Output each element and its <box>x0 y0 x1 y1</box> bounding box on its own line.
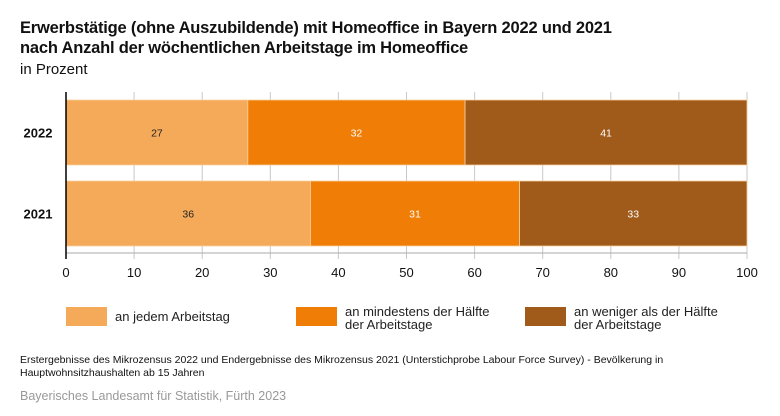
x-tick-label-60: 60 <box>467 265 481 280</box>
category-label-2022: 2022 <box>24 126 53 141</box>
bar-2021-series-1 <box>65 180 311 247</box>
stacked-bar-chart: 27 32 41 2022 36 31 33 2021 0 10 20 30 40 50 60 70 80 90 1… <box>24 92 758 280</box>
legend-item-at-least-half: an mindestens der Hälfte der Arbeitstage <box>296 305 490 331</box>
legend-swatch-at-least-half <box>296 307 337 326</box>
credit-note: Bayerisches Landesamt für Statistik, Für… <box>20 389 287 403</box>
x-tick-label-40: 40 <box>331 265 345 280</box>
legend-item-every-day: an jedem Arbeitstag <box>66 305 230 326</box>
bar-2022-series-1 <box>65 99 249 166</box>
chart-subtitle: in Prozent <box>20 61 88 78</box>
x-tick-label-90: 90 <box>672 265 686 280</box>
data-label-2022-series-2: 32 <box>351 128 363 140</box>
data-label-2021-series-2: 31 <box>409 209 421 221</box>
category-label-2021: 2021 <box>24 207 53 222</box>
data-label-2022-series-1: 27 <box>151 128 163 140</box>
chart-title-line-1: Erwerbstätige (ohne Auszubildende) mit H… <box>20 19 612 37</box>
data-label-2022-series-3: 41 <box>600 128 612 140</box>
x-tick-label-100: 100 <box>736 265 758 280</box>
legend-swatch-less-than-half <box>525 307 566 326</box>
x-tick-label-70: 70 <box>535 265 549 280</box>
legend-label-at-least-half: an mindestens der Hälfte der Arbeitstage <box>345 304 490 332</box>
legend: an jedem Arbeitstag an mindestens der Hä… <box>0 305 780 335</box>
data-label-2021-series-3: 33 <box>627 209 639 221</box>
legend-label-every-day: an jedem Arbeitstag <box>115 309 230 324</box>
chart-title: Erwerbstätige (ohne Auszubildende) mit H… <box>20 18 612 58</box>
data-label-2021-series-1: 36 <box>182 209 194 221</box>
bar-2022-series-3 <box>464 99 748 166</box>
x-tick-label-0: 0 <box>62 265 69 280</box>
x-tick-label-20: 20 <box>195 265 209 280</box>
legend-item-less-than-half: an weniger als der Hälfte der Arbeitstag… <box>525 305 718 331</box>
x-tick-label-10: 10 <box>127 265 141 280</box>
x-tick-label-30: 30 <box>263 265 277 280</box>
bar-2021-series-3 <box>519 180 748 247</box>
legend-swatch-every-day <box>66 307 107 326</box>
x-tick-label-50: 50 <box>399 265 413 280</box>
legend-label-less-than-half: an weniger als der Hälfte der Arbeitstag… <box>574 304 718 332</box>
chart-title-line-2: nach Anzahl der wöchentlichen Arbeitstag… <box>20 39 469 57</box>
bar-2021-series-2 <box>310 180 520 247</box>
source-note: Erstergebnisse des Mikrozensus 2022 und … <box>20 354 664 379</box>
x-tick-label-80: 80 <box>604 265 618 280</box>
